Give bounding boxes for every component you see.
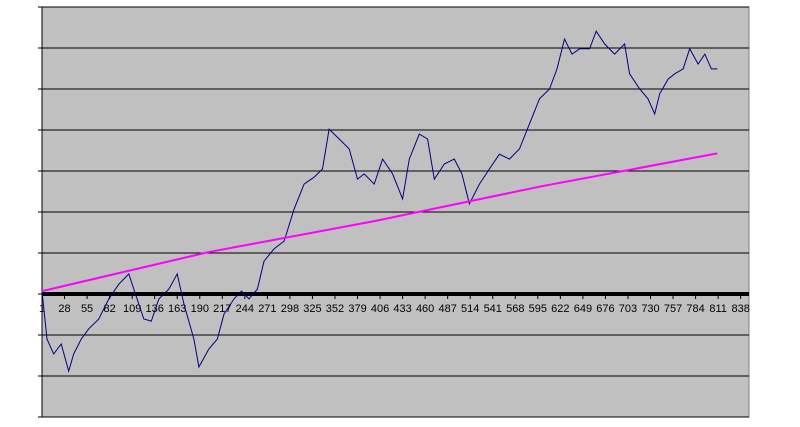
x-tick-label: 325 [303,303,321,315]
x-tick-label: 568 [506,303,524,315]
x-tick-label: 163 [168,303,186,315]
x-tick-label: 28 [58,303,70,315]
x-tick-label: 298 [281,303,299,315]
x-tick-label: 433 [393,303,411,315]
x-tick-label: 1 [39,303,45,315]
x-tick-label: 676 [596,303,614,315]
x-tick-label: 514 [461,303,479,315]
x-tick-label: 757 [664,303,682,315]
line-series [41,30,718,373]
x-tick-label: 406 [371,303,389,315]
x-tick-label: 352 [326,303,344,315]
x-tick-label: 730 [641,303,659,315]
x-tick-label: 271 [258,303,276,315]
x-tick-label: 55 [81,303,93,315]
x-tick-label: 217 [213,303,231,315]
x-tick-label: 622 [551,303,569,315]
line-series [41,152,718,293]
x-tick-label: 595 [529,303,547,315]
x-tick-label: 190 [191,303,209,315]
x-tick-label: 838 [731,303,749,315]
x-tick-label: 82 [103,303,115,315]
x-tick-label: 244 [236,303,254,315]
x-tick-label: 460 [416,303,434,315]
x-tick-label: 379 [348,303,366,315]
x-tick-label: 703 [619,303,637,315]
x-tick-label: 487 [438,303,456,315]
x-tick-label: 784 [686,303,704,315]
x-tick-label: 109 [123,303,141,315]
x-tick-label: 649 [574,303,592,315]
x-tick-label: 136 [146,303,164,315]
x-tick-label: 541 [484,303,502,315]
x-tick-label: 811 [709,303,727,315]
